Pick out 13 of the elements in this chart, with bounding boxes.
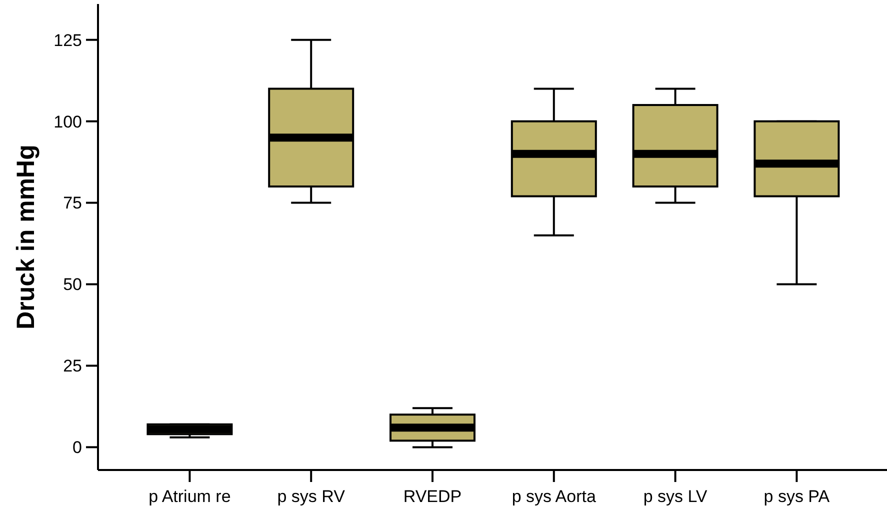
y-axis-title: Druck in mmHg bbox=[12, 144, 40, 330]
x-tick-label: RVEDP bbox=[403, 487, 462, 506]
x-tick-label: p sys LV bbox=[643, 487, 708, 506]
x-tick-label: p sys PA bbox=[764, 487, 830, 506]
x-tick-label: p Atrium re bbox=[148, 487, 231, 506]
y-tick-label: 75 bbox=[63, 194, 82, 213]
x-tick-label: p sys Aorta bbox=[512, 487, 596, 506]
y-tick-label: 0 bbox=[72, 438, 82, 458]
y-tick-label: 50 bbox=[63, 275, 82, 294]
y-tick-label: 125 bbox=[54, 30, 82, 50]
y-tick-label: 25 bbox=[63, 356, 82, 376]
x-tick-label: p sys RV bbox=[277, 487, 346, 506]
y-tick-label: 100 bbox=[54, 112, 82, 132]
